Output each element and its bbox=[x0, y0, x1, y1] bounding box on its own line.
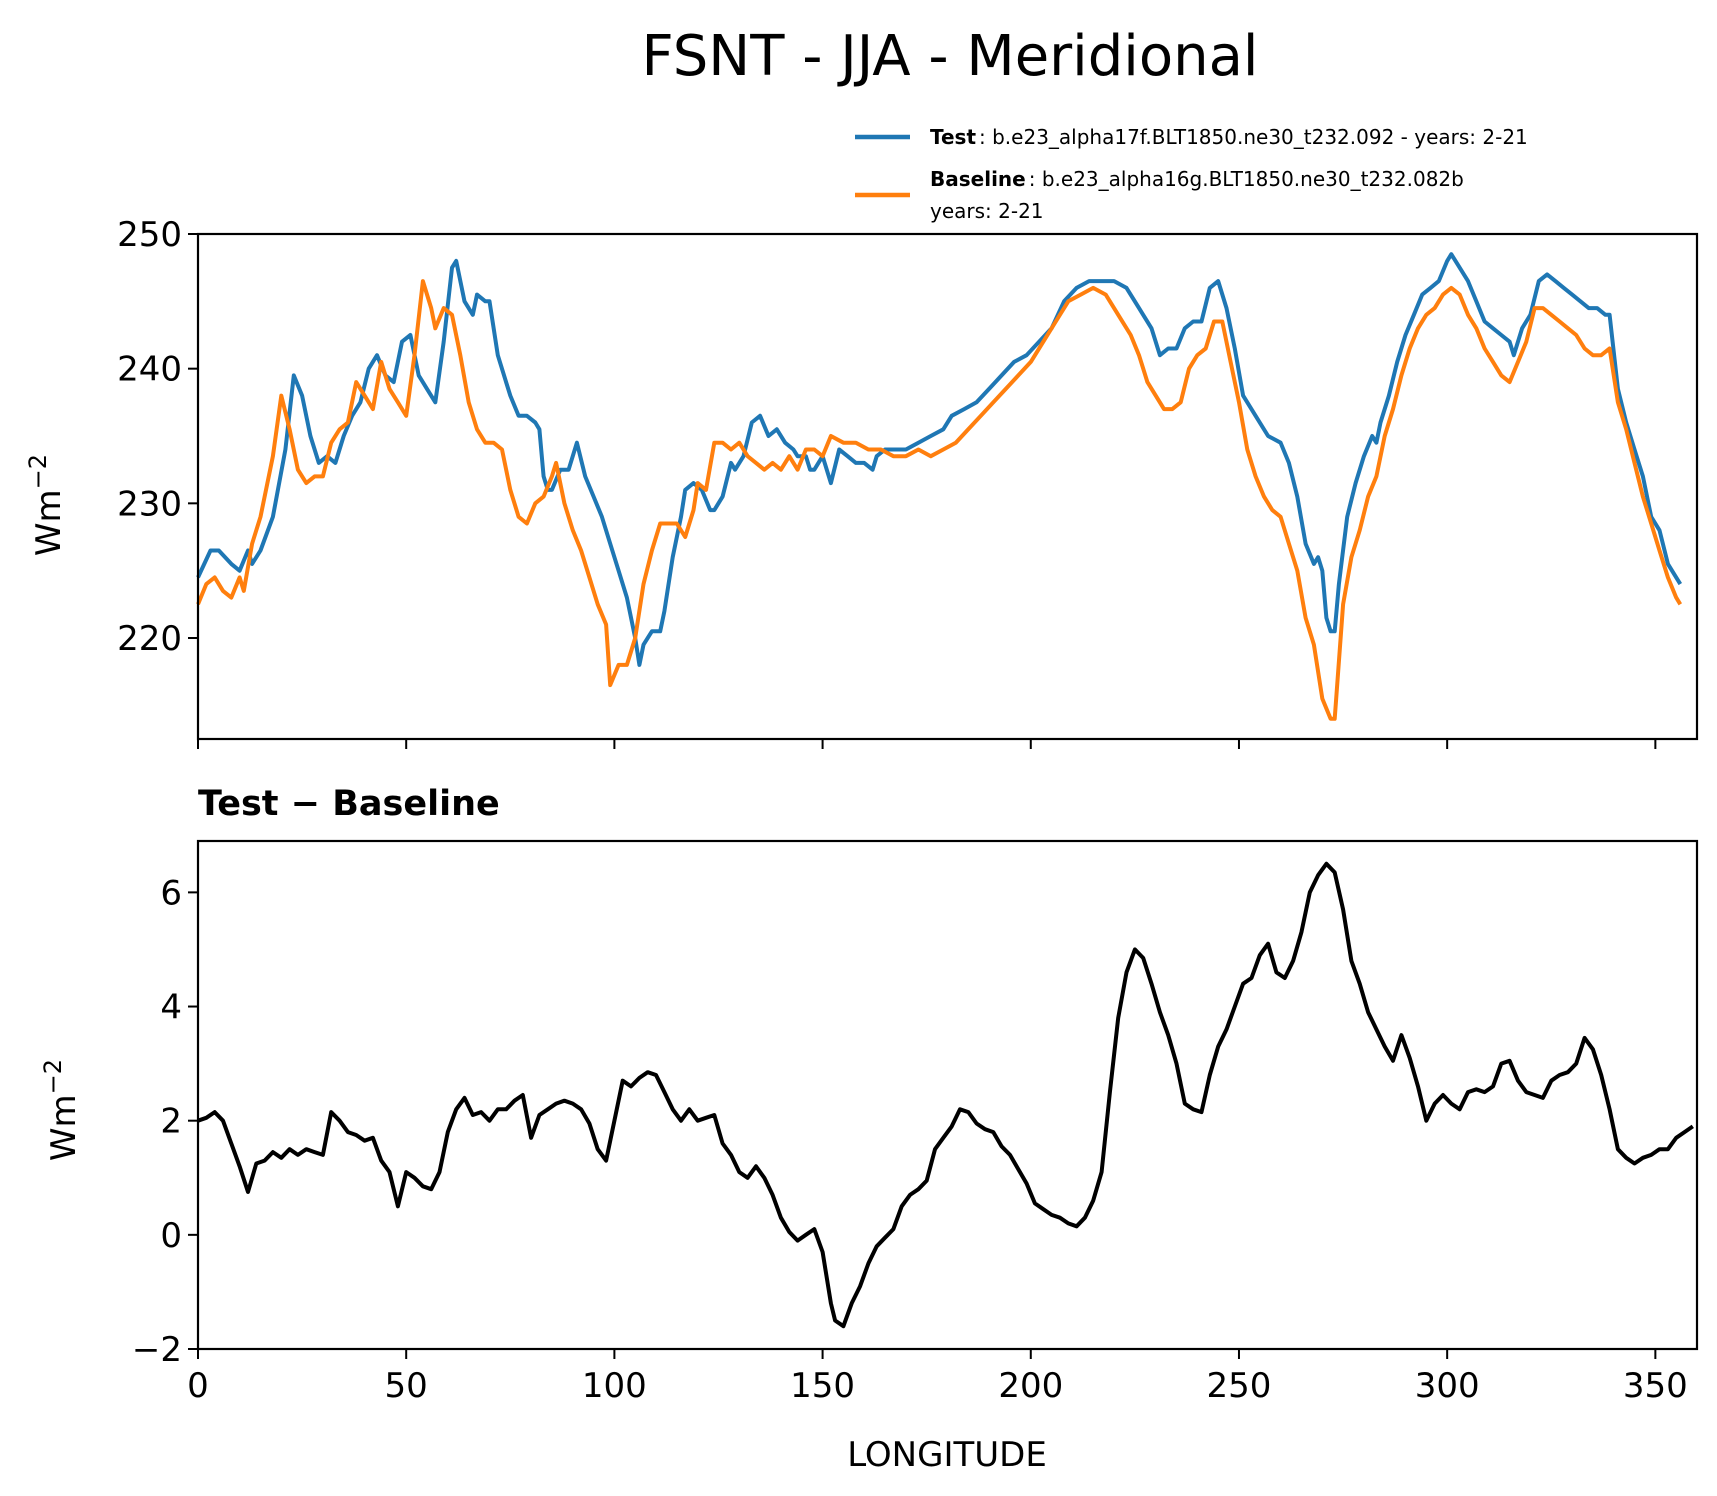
top-y-ticks: 220 230 240 250 bbox=[117, 215, 198, 659]
bottom-ylabel-base: Wm bbox=[44, 1094, 84, 1161]
legend-test-label: Test: b.e23_alpha17f.BLT1850.ne30_t232.0… bbox=[930, 125, 1528, 149]
top-y-tick-label: 240 bbox=[117, 350, 182, 390]
bottom-axes-frame bbox=[196, 839, 1699, 1351]
legend-baseline-name: Baseline bbox=[930, 167, 1026, 191]
bottom-x-tick-label: 0 bbox=[187, 1366, 209, 1406]
bottom-panel-title: Test − Baseline bbox=[198, 784, 500, 824]
bottom-x-tick-label: 50 bbox=[385, 1366, 428, 1406]
bottom-y-ticks: −2 0 2 4 6 bbox=[132, 873, 198, 1370]
bottom-x-tick-label: 100 bbox=[582, 1366, 647, 1406]
bottom-x-tick-label: 300 bbox=[1415, 1366, 1480, 1406]
legend-baseline-label: Baseline: b.e23_alpha16g.BLT1850.ne30_t2… bbox=[930, 167, 1464, 191]
top-y-tick-label: 220 bbox=[117, 619, 182, 659]
top-y-tick-label: 250 bbox=[117, 215, 182, 255]
bottom-series-test-baseline bbox=[197, 861, 1694, 1329]
bottom-ylabel-sup: −2 bbox=[39, 1059, 67, 1094]
top-axes-frame bbox=[196, 232, 1699, 741]
bottom-x-tick-label: 250 bbox=[1207, 1366, 1272, 1406]
top-series bbox=[196, 252, 1683, 721]
bottom-y-tick-label: 2 bbox=[160, 1102, 182, 1142]
bottom-x-ticks: 0 50 100 150 200 250 300 350 bbox=[187, 1349, 1688, 1406]
legend: Test: b.e23_alpha17f.BLT1850.ne30_t232.0… bbox=[855, 125, 1528, 223]
x-axis-label: LONGITUDE bbox=[847, 1435, 1047, 1475]
legend-baseline-desc: : b.e23_alpha16g.BLT1850.ne30_t232.082b bbox=[1029, 167, 1464, 191]
bottom-ylabel: Wm−2 bbox=[39, 1059, 84, 1161]
bottom-series bbox=[197, 861, 1694, 1329]
bottom-y-tick-label: 6 bbox=[160, 873, 182, 913]
bottom-x-tick-label: 200 bbox=[998, 1366, 1063, 1406]
legend-test-desc: : b.e23_alpha17f.BLT1850.ne30_t232.092 -… bbox=[979, 125, 1528, 149]
bottom-y-tick-label: 4 bbox=[160, 988, 182, 1028]
top-ylabel-base: Wm bbox=[29, 489, 69, 556]
top-ylabel: Wm−2 bbox=[24, 454, 69, 556]
bottom-y-tick-label: 0 bbox=[160, 1216, 182, 1256]
top-x-ticks bbox=[197, 739, 1657, 749]
legend-baseline-years: years: 2-21 bbox=[930, 199, 1044, 223]
bottom-x-tick-label: 150 bbox=[790, 1366, 855, 1406]
top-y-tick-label: 230 bbox=[117, 484, 182, 524]
top-series-baseline bbox=[196, 279, 1683, 721]
top-panel: Wm−2 220 230 240 250 bbox=[24, 215, 1699, 749]
bottom-x-tick-label: 350 bbox=[1623, 1366, 1688, 1406]
legend-test-name: Test bbox=[930, 125, 976, 149]
top-ylabel-sup: −2 bbox=[24, 454, 52, 489]
bottom-y-tick-label: −2 bbox=[132, 1330, 182, 1370]
figure-title: FSNT - JJA - Meridional bbox=[642, 24, 1259, 89]
